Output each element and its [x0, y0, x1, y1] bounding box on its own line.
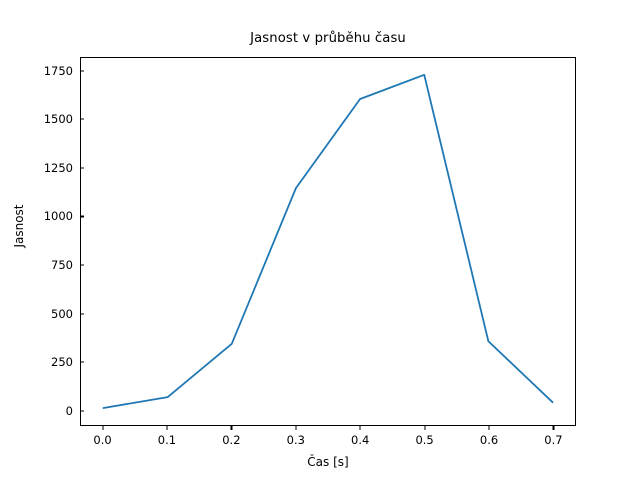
- x-tick-mark: [166, 426, 168, 430]
- y-tick-mark: [80, 215, 84, 218]
- x-tick-mark: [552, 426, 555, 430]
- x-tick-label: 0.5: [415, 433, 434, 447]
- y-tick-mark: [80, 410, 84, 412]
- x-tick-label: 0.6: [479, 433, 499, 447]
- data-series-line: [102, 73, 554, 409]
- x-tick-label: 0.0: [93, 433, 112, 447]
- x-tick-label: 0.3: [286, 433, 305, 447]
- y-axis-label: Jasnost: [12, 204, 26, 248]
- y-tick-label: 1000: [43, 209, 73, 224]
- x-tick-mark: [488, 426, 490, 430]
- plot-axes: [80, 57, 576, 426]
- x-tick-mark: [295, 426, 297, 430]
- y-tick-label: 250: [51, 355, 73, 370]
- y-tick-label: 1500: [43, 112, 73, 127]
- y-tick-mark: [80, 118, 84, 120]
- x-tick-label: 0.4: [351, 433, 370, 447]
- y-tick-mark: [80, 264, 84, 266]
- y-tick-mark: [80, 361, 84, 363]
- y-tick-label: 500: [51, 306, 73, 321]
- line-plot-svg: [102, 73, 554, 409]
- x-tick-mark: [424, 426, 426, 430]
- y-tick-mark: [80, 167, 84, 169]
- y-tick-mark: [80, 313, 84, 315]
- y-tick-mark: [80, 70, 84, 72]
- x-tick-mark: [102, 426, 104, 430]
- y-tick-label: 0: [65, 403, 73, 418]
- y-tick-label: 750: [51, 258, 73, 273]
- chart-title: Jasnost v průběhu času: [250, 31, 406, 46]
- x-tick-label: 0.7: [544, 433, 563, 447]
- x-tick-label: 0.2: [222, 433, 241, 447]
- y-tick-label: 1750: [43, 63, 73, 78]
- x-tick-mark: [359, 426, 361, 430]
- x-tick-label: 0.1: [157, 433, 177, 447]
- y-tick-label: 1250: [43, 160, 73, 175]
- x-tick-mark: [230, 426, 233, 430]
- x-axis-label: Čas [s]: [307, 455, 349, 469]
